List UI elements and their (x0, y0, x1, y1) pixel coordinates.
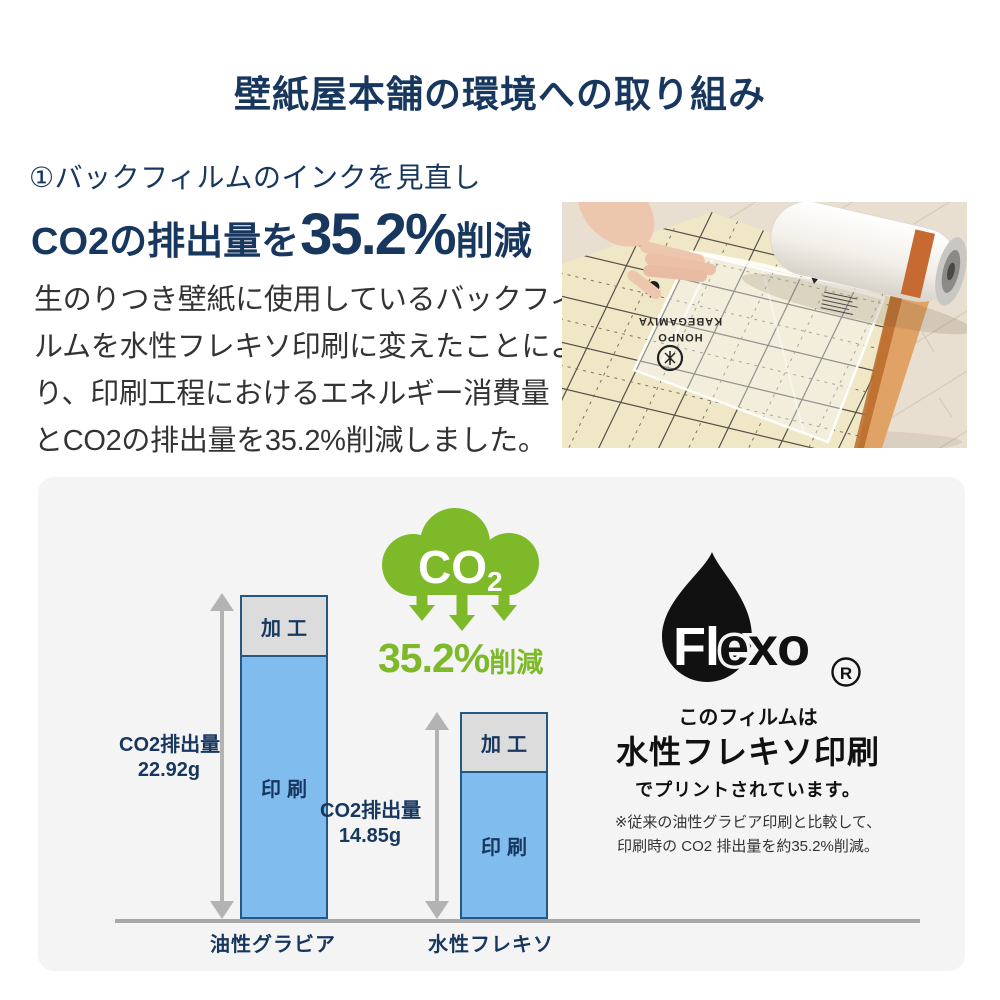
reduction-value: 35.2% (378, 635, 490, 681)
clear-film (632, 250, 886, 444)
bar-segment-printing: 印刷 (240, 657, 328, 919)
emission-value: 22.92g (137, 759, 201, 781)
measure-arrow-right (422, 712, 452, 919)
measure-arrow-left (207, 593, 237, 919)
sheet-edge-stripe (854, 277, 906, 448)
segment-label: 加工 (261, 617, 313, 640)
flexo-logo: Flexo R (650, 548, 880, 696)
arrow-up-icon (210, 593, 234, 611)
ink-droplet-icon (662, 552, 752, 682)
bar-oil-gravure: 加工 印刷 (240, 595, 328, 919)
film-fold (761, 267, 805, 435)
down-arrow-icon (491, 587, 517, 621)
footnote-line: ※従来の油性グラビア印刷と比較して、 (614, 814, 882, 831)
chart-baseline (115, 919, 920, 923)
product-photo: KABEGAMIYA HONPO (562, 202, 967, 448)
segment-label: 印刷 (481, 836, 533, 859)
flexo-wordmark: Flexo (673, 617, 809, 677)
down-arrow-icon (449, 587, 475, 631)
comparison-panel: 加工 印刷 CO2排出量 22.92g 加工 印刷 (38, 477, 965, 971)
arrow-up-icon (425, 712, 449, 730)
co2-cloud-icon: CO2 (382, 508, 539, 631)
co2-reduction-headline: CO2の排出量を 35.2% 削減 (31, 206, 532, 265)
film-brand-line1: KABEGAMIYA (638, 315, 722, 327)
photo-illustration: KABEGAMIYA HONPO (562, 202, 967, 448)
arrow-down-icon (425, 901, 449, 919)
segment-label: 加工 (481, 734, 533, 756)
body-line: り、印刷工程におけるエネルギー消費量 (34, 378, 550, 410)
arrow-down-icon (210, 901, 234, 919)
section-heading: ①バックフィルムのインクを見直し (29, 162, 481, 193)
film-crest-logo (656, 344, 684, 372)
co2-cloud: CO2 (377, 503, 548, 637)
roll-shadow (741, 273, 967, 335)
flexo-footnote: ※従来の油性グラビア印刷と比較して、 印刷時の CO2 排出量を約35.2%削減… (558, 811, 938, 859)
bar-segment-processing: 加工 (240, 595, 328, 657)
page-title: 壁紙屋本舗の環境への取り組み (234, 74, 766, 115)
down-arrow-icon (409, 587, 435, 621)
category-label-oil: 油性グラビア (210, 934, 336, 956)
sheet-edge-orange (858, 277, 930, 448)
reduction-suffix: 削減 (489, 648, 544, 678)
co2-headline-value: 35.2% (300, 202, 456, 267)
emission-label-water: CO2排出量 14.85g (320, 799, 422, 849)
registered-mark-icon: R (831, 657, 861, 687)
film-highlight (689, 250, 885, 300)
category-label-water: 水性フレキソ (428, 934, 554, 956)
flexo-caption-3: でプリントされています。 (635, 780, 861, 800)
co2-text: CO2 (418, 541, 503, 597)
body-line: 生のりつき壁紙に使用しているバックフィ (34, 284, 579, 316)
co2-headline-suffix: 削減 (455, 221, 532, 263)
svg-text:R: R (840, 664, 852, 683)
co2-headline-prefix: CO2の排出量を (31, 221, 300, 263)
segment-label: 印刷 (261, 778, 313, 801)
footnote-line: 印刷時の CO2 排出量を約35.2%削減。 (617, 838, 879, 855)
reduction-text: 35.2% 削減 (378, 635, 543, 682)
flexo-caption-1: このフィルムは (678, 707, 818, 729)
bar-segment-printing: 印刷 (460, 773, 548, 919)
wallpaper-roll (770, 202, 967, 306)
film-brand-line2: HONPO (657, 331, 702, 343)
body-paragraph: 生のりつき壁紙に使用しているバックフィ ルムを水性フレキソ印刷に変えたことによ … (34, 277, 579, 465)
emission-title: CO2排出量 (320, 800, 422, 822)
body-line: とCO2の排出量を35.2%削減しました。 (34, 425, 547, 457)
film-fine-print (820, 291, 858, 316)
body-line: ルムを水性フレキソ印刷に変えたことによ (34, 331, 579, 363)
flexo-caption-2: 水性フレキソ印刷 (615, 734, 880, 770)
hand (578, 202, 716, 300)
bar-water-flexo: 加工 印刷 (460, 712, 548, 919)
emission-title: CO2排出量 (119, 734, 221, 756)
bar-segment-processing: 加工 (460, 712, 548, 773)
emission-value: 14.85g (338, 825, 402, 847)
emission-label-oil: CO2排出量 22.92g (119, 733, 221, 783)
